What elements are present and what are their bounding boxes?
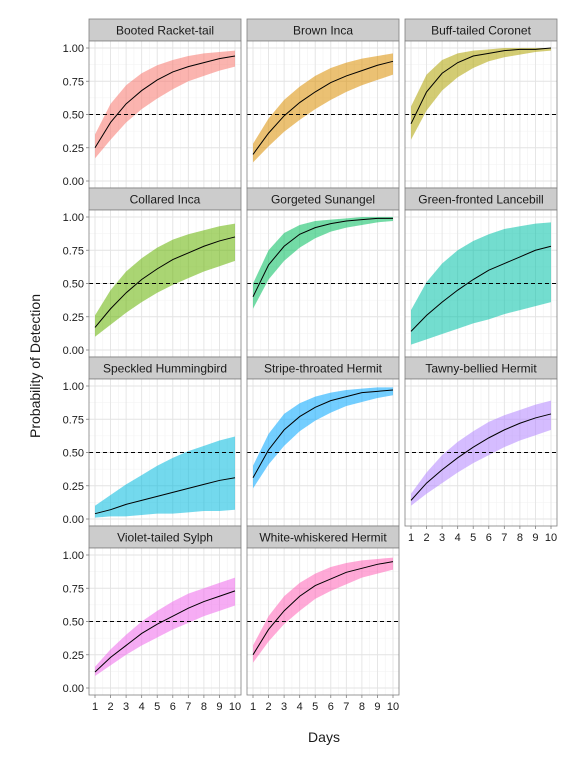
x-tick-label: 9 xyxy=(216,701,222,713)
y-tick-label: 0.50 xyxy=(63,617,84,629)
panels-layer: Booted Racket-tail 0.00 0.25 0.50 0.75 1.00 Br… xyxy=(63,19,558,713)
x-tick-label: 9 xyxy=(374,701,380,713)
y-tick-label: 0.75 xyxy=(63,583,84,595)
x-tick-label: 5 xyxy=(154,701,160,713)
x-tick-label: 10 xyxy=(229,701,241,713)
y-tick-label: 0.75 xyxy=(63,414,84,426)
y-tick-label: 0.25 xyxy=(63,143,84,155)
facet-panel: Collared Inca 0.00 0.25 0.50 0.75 1.00 xyxy=(63,188,241,357)
facet-title: Tawny-bellied Hermit xyxy=(425,362,537,376)
facet-title: Green-fronted Lancebill xyxy=(418,193,543,207)
x-tick-label: 8 xyxy=(517,532,523,544)
y-tick-label: 0.00 xyxy=(63,514,84,526)
y-tick-label: 0.00 xyxy=(63,176,84,188)
y-tick-label: 1.00 xyxy=(63,381,84,393)
x-tick-label: 8 xyxy=(201,701,207,713)
facet-title: Buff-tailed Coronet xyxy=(431,24,532,38)
y-tick-label: 0.75 xyxy=(63,76,84,88)
x-tick-label: 7 xyxy=(185,701,191,713)
y-tick-label: 0.50 xyxy=(63,279,84,291)
y-tick-label: 0.50 xyxy=(63,448,84,460)
x-tick-label: 6 xyxy=(328,701,334,713)
x-tick-label: 3 xyxy=(123,701,129,713)
facet-title: Brown Inca xyxy=(293,24,353,38)
x-tick-label: 10 xyxy=(545,532,557,544)
x-tick-label: 9 xyxy=(532,532,538,544)
y-tick-label: 0.00 xyxy=(63,683,84,695)
facet-panel: Brown Inca xyxy=(247,19,399,188)
x-tick-label: 7 xyxy=(343,701,349,713)
y-tick-label: 0.25 xyxy=(63,312,84,324)
facet-title: Speckled Hummingbird xyxy=(103,362,227,376)
x-tick-label: 1 xyxy=(250,701,256,713)
x-tick-label: 6 xyxy=(170,701,176,713)
facet-panel: Speckled Hummingbird 0.00 0.25 0.50 0.75 1.00 xyxy=(63,357,241,526)
x-tick-label: 3 xyxy=(281,701,287,713)
facet-panel: Stripe-throated Hermit xyxy=(247,357,399,526)
x-tick-label: 4 xyxy=(455,532,461,544)
facet-panel: Tawny-bellied Hermit 1 2 3 4 5 6 7 8 9 10 xyxy=(405,357,557,544)
facet-panel: Green-fronted Lancebill xyxy=(405,188,557,357)
x-tick-label: 5 xyxy=(312,701,318,713)
facet-title: Booted Racket-tail xyxy=(116,24,214,38)
facet-panel: Buff-tailed Coronet xyxy=(405,19,557,188)
x-tick-label: 5 xyxy=(470,532,476,544)
facet-panel: Violet-tailed Sylph 0.00 0.25 0.50 0.75 1.00 1… xyxy=(63,526,242,713)
facet-panel: Gorgeted Sunangel xyxy=(247,188,399,357)
x-tick-label: 2 xyxy=(107,701,113,713)
y-tick-label: 0.00 xyxy=(63,345,84,357)
facet-title: Violet-tailed Sylph xyxy=(117,531,213,545)
x-tick-label: 7 xyxy=(501,532,507,544)
facet-title: White-whiskered Hermit xyxy=(259,531,387,545)
y-tick-label: 0.50 xyxy=(63,110,84,122)
facet-title: Gorgeted Sunangel xyxy=(271,193,375,207)
x-tick-label: 1 xyxy=(92,701,98,713)
x-tick-label: 4 xyxy=(297,701,303,713)
x-tick-label: 4 xyxy=(139,701,145,713)
y-tick-label: 0.75 xyxy=(63,245,84,257)
x-tick-label: 1 xyxy=(408,532,414,544)
y-tick-label: 0.25 xyxy=(63,650,84,662)
x-tick-label: 10 xyxy=(387,701,399,713)
y-tick-label: 1.00 xyxy=(63,550,84,562)
x-tick-label: 3 xyxy=(439,532,445,544)
y-tick-label: 1.00 xyxy=(63,212,84,224)
x-tick-label: 6 xyxy=(486,532,492,544)
x-axis-title: Days xyxy=(308,729,340,745)
y-tick-label: 1.00 xyxy=(63,43,84,55)
facet-panel: White-whiskered Hermit 1 2 3 4 5 6 7 8 9 10 xyxy=(247,526,399,713)
facet-panel: Booted Racket-tail 0.00 0.25 0.50 0.75 1.00 xyxy=(63,19,241,188)
facet-title: Collared Inca xyxy=(130,193,201,207)
x-tick-label: 8 xyxy=(359,701,365,713)
facet-title: Stripe-throated Hermit xyxy=(264,362,383,376)
x-tick-label: 2 xyxy=(265,701,271,713)
x-tick-label: 2 xyxy=(423,532,429,544)
y-tick-label: 0.25 xyxy=(63,481,84,493)
y-axis-title: Probability of Detection xyxy=(27,294,43,438)
